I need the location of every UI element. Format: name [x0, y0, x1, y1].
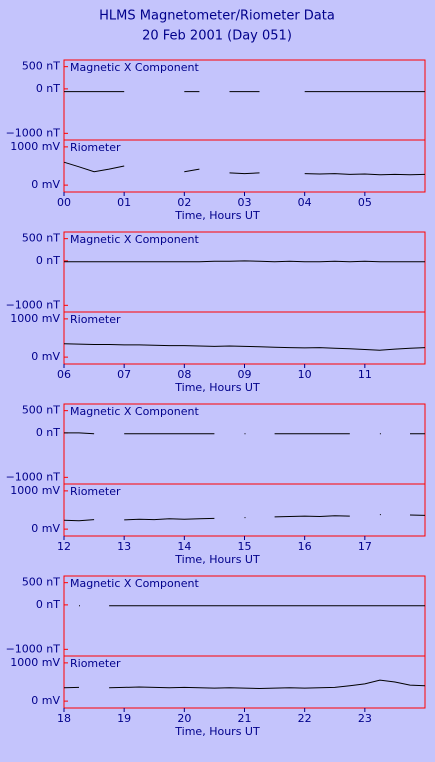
- x-tick-label: 17: [358, 540, 372, 553]
- y-tick-label: −1000 nT: [6, 642, 61, 655]
- x-tick-label: 16: [298, 540, 312, 553]
- y-tick-label: 500 nT: [22, 232, 60, 245]
- y-tick-label: −1000 nT: [6, 470, 61, 483]
- panel-label: Magnetic X Component: [70, 233, 199, 246]
- data-line: [63, 161, 426, 176]
- data-line: [63, 343, 426, 351]
- y-tick-label: 1000 mV: [10, 656, 60, 669]
- x-tick-label: 19: [117, 712, 131, 725]
- x-tick-label: 05: [358, 196, 372, 209]
- x-tick-label: 01: [117, 196, 131, 209]
- x-tick-label: 15: [238, 540, 252, 553]
- x-tick-label: 07: [117, 368, 131, 381]
- panel-label: Magnetic X Component: [70, 61, 199, 74]
- y-tick-label: 0 mV: [31, 350, 60, 363]
- x-tick-label: 09: [238, 368, 252, 381]
- x-axis-title: Time, Hours UT: [174, 553, 260, 566]
- y-tick-label: 1000 mV: [10, 140, 60, 153]
- data-line: [63, 514, 426, 522]
- panel-label: Riometer: [70, 141, 121, 154]
- x-tick-label: 10: [298, 368, 312, 381]
- panel-label: Magnetic X Component: [70, 405, 199, 418]
- x-axis-title: Time, Hours UT: [174, 725, 260, 738]
- x-tick-label: 20: [177, 712, 191, 725]
- x-tick-label: 04: [298, 196, 312, 209]
- y-tick-label: 0 nT: [36, 598, 60, 611]
- y-tick-label: 0 mV: [31, 522, 60, 535]
- x-axis-title: Time, Hours UT: [174, 381, 260, 394]
- panel-label: Magnetic X Component: [70, 577, 199, 590]
- y-tick-label: 500 nT: [22, 576, 60, 589]
- x-tick-label: 00: [57, 196, 71, 209]
- chart-subtitle: 20 Feb 2001 (Day 051): [142, 29, 292, 44]
- x-axis-title: Time, Hours UT: [174, 209, 260, 222]
- x-tick-label: 18: [57, 712, 71, 725]
- y-tick-label: 500 nT: [22, 404, 60, 417]
- panel-label: Riometer: [70, 313, 121, 326]
- x-tick-label: 21: [238, 712, 252, 725]
- x-tick-label: 03: [238, 196, 252, 209]
- y-tick-label: 500 nT: [22, 60, 60, 73]
- x-tick-label: 14: [177, 540, 191, 553]
- panel-label: Riometer: [70, 485, 121, 498]
- x-tick-label: 22: [298, 712, 312, 725]
- y-tick-label: 0 nT: [36, 82, 60, 95]
- data-line: [64, 260, 425, 263]
- x-tick-label: 02: [177, 196, 191, 209]
- chart-title: HLMS Magnetometer/Riometer Data: [99, 9, 335, 24]
- x-tick-label: 13: [117, 540, 131, 553]
- x-tick-label: 12: [57, 540, 71, 553]
- panel-label: Riometer: [70, 657, 121, 670]
- x-tick-label: 11: [358, 368, 372, 381]
- y-tick-label: 0 nT: [36, 254, 60, 267]
- y-tick-label: −1000 nT: [6, 298, 61, 311]
- y-tick-label: 1000 mV: [10, 312, 60, 325]
- x-tick-label: 06: [57, 368, 71, 381]
- x-tick-label: 08: [177, 368, 191, 381]
- data-line: [64, 432, 425, 435]
- y-tick-label: 0 nT: [36, 426, 60, 439]
- y-tick-label: −1000 nT: [6, 126, 61, 139]
- y-tick-label: 1000 mV: [10, 484, 60, 497]
- x-tick-label: 23: [358, 712, 372, 725]
- y-tick-label: 0 mV: [31, 178, 60, 191]
- data-line: [63, 679, 426, 690]
- y-tick-label: 0 mV: [31, 694, 60, 707]
